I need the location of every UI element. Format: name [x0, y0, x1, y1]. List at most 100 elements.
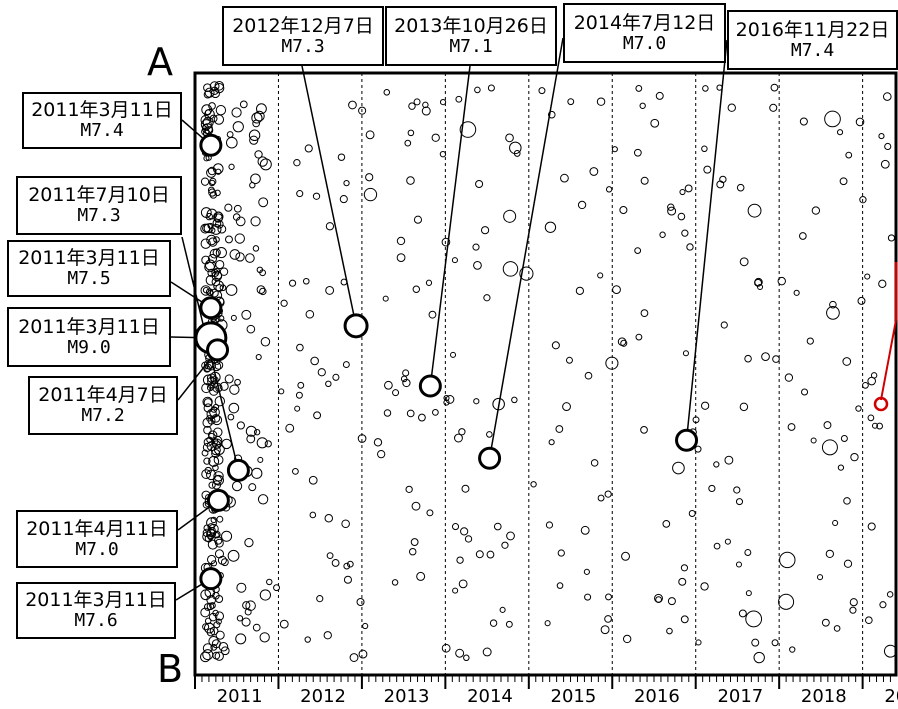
event-marker — [278, 388, 285, 395]
event-marker — [801, 388, 809, 396]
event-marker — [246, 324, 256, 334]
event-marker — [605, 593, 612, 601]
event-marker — [422, 101, 429, 109]
x-tick-label-2017: 2017 — [717, 686, 764, 707]
event-marker — [600, 625, 610, 635]
event-marker — [226, 136, 238, 149]
event-marker — [849, 598, 858, 607]
event-marker — [203, 457, 211, 465]
event-marker — [688, 510, 696, 517]
event-marker — [212, 591, 220, 600]
event-marker — [273, 584, 280, 592]
event-marker — [323, 631, 332, 640]
event-marker — [694, 445, 702, 453]
event-marker — [611, 146, 618, 153]
event-marker — [483, 294, 491, 302]
x-tick-label-2011: 2011 — [216, 686, 263, 707]
event-marker — [206, 628, 216, 637]
event-marker — [356, 597, 365, 607]
event-marker — [305, 309, 315, 319]
event-marker — [212, 248, 221, 257]
event-marker — [708, 484, 716, 493]
event-marker — [341, 519, 350, 529]
event-marker — [413, 98, 421, 106]
event-marker — [207, 222, 214, 230]
event-marker — [200, 238, 211, 249]
event-marker — [878, 279, 887, 288]
event-marker — [200, 589, 212, 601]
event-marker — [597, 272, 604, 279]
event-marker — [204, 617, 212, 625]
event-marker — [309, 511, 317, 519]
event-marker — [325, 380, 332, 388]
event-marker — [458, 428, 466, 436]
event-marker — [695, 639, 702, 646]
event-marker — [408, 102, 416, 110]
event-marker — [544, 620, 551, 627]
event-marker — [250, 216, 261, 227]
x-tick-label-2015: 2015 — [550, 686, 597, 707]
year-gridlines — [277, 73, 864, 675]
event-marker — [789, 646, 796, 653]
event-marker — [214, 83, 225, 94]
event-marker — [264, 440, 272, 448]
event-marker — [519, 266, 534, 281]
event-marker — [753, 651, 765, 664]
event-marker — [686, 243, 694, 251]
event-marker — [210, 516, 217, 524]
event-marker — [635, 333, 643, 341]
event-marker — [452, 587, 459, 594]
event-marker — [254, 150, 263, 159]
event-marker — [365, 130, 375, 140]
event-marker — [337, 153, 346, 161]
event-marker — [702, 85, 709, 92]
event-marker — [208, 612, 218, 622]
event-marker — [228, 402, 240, 414]
section-label-a: A — [147, 40, 173, 84]
event-marker — [213, 271, 222, 280]
event-marker — [200, 607, 211, 618]
event-marker — [229, 384, 240, 395]
event-marker — [840, 435, 848, 443]
event-marker — [291, 467, 299, 475]
event-marker — [655, 596, 662, 603]
event-marker — [213, 427, 223, 437]
event-marker — [604, 490, 612, 498]
event-marker — [777, 276, 786, 286]
event-marker — [482, 647, 492, 657]
event-marker — [218, 641, 229, 652]
event-marker — [806, 337, 814, 345]
event-marker — [837, 464, 845, 471]
event-marker — [489, 619, 498, 627]
leader-line — [488, 37, 564, 459]
event-marker — [221, 438, 232, 450]
event-marker — [405, 485, 413, 494]
event-marker — [445, 395, 455, 404]
event-marker — [589, 167, 599, 176]
x-tick-label-2019: 2019 — [884, 686, 898, 707]
event-marker — [236, 615, 244, 622]
event-marker — [206, 602, 215, 611]
event-marker — [259, 632, 270, 643]
event-marker — [252, 245, 260, 252]
event-marker — [210, 406, 218, 413]
event-marker — [640, 426, 648, 434]
event-marker — [771, 639, 779, 647]
event-marker — [412, 285, 421, 293]
event-marker — [259, 589, 271, 601]
event-marker — [208, 179, 216, 187]
event-marker — [245, 600, 256, 611]
event-marker — [232, 213, 241, 221]
event-marker — [829, 300, 837, 309]
event-marker — [680, 615, 689, 624]
event-marker — [213, 267, 221, 275]
event-marker — [259, 287, 267, 296]
event-marker — [472, 243, 480, 251]
event-marker — [343, 575, 352, 584]
event-marker — [227, 549, 240, 562]
event-marker — [346, 560, 354, 568]
event-marker — [555, 425, 564, 433]
event-marker — [203, 365, 211, 373]
event-marker — [203, 603, 212, 611]
event-marker — [583, 568, 590, 575]
